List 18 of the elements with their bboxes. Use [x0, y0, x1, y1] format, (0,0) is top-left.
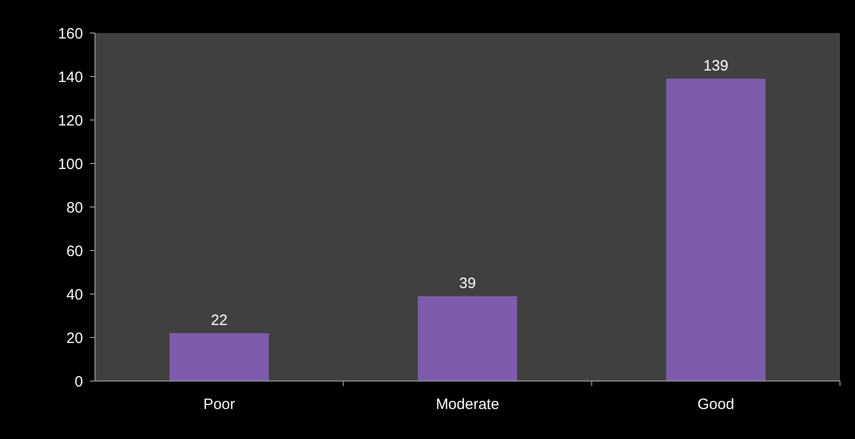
y-tick-label: 80 [66, 199, 83, 216]
y-tick-label: 140 [58, 68, 83, 86]
x-tick-label: Moderate [436, 396, 500, 413]
bar [666, 78, 766, 381]
x-tick-label: Poor [203, 396, 236, 413]
y-tick-label: 20 [66, 330, 83, 347]
data-label: 39 [459, 275, 476, 292]
bar [170, 333, 269, 381]
y-tick-label: 40 [66, 286, 83, 304]
y-tick-label: 120 [58, 112, 83, 130]
y-tick-label: 60 [66, 242, 83, 260]
data-label: 22 [210, 312, 228, 330]
data-label: 139 [703, 58, 728, 75]
y-tick-label: 100 [58, 156, 83, 173]
x-tick-label: Good [697, 396, 734, 413]
y-tick-label: 160 [58, 25, 83, 42]
y-tick-label: 0 [74, 373, 83, 390]
bar [418, 296, 518, 381]
